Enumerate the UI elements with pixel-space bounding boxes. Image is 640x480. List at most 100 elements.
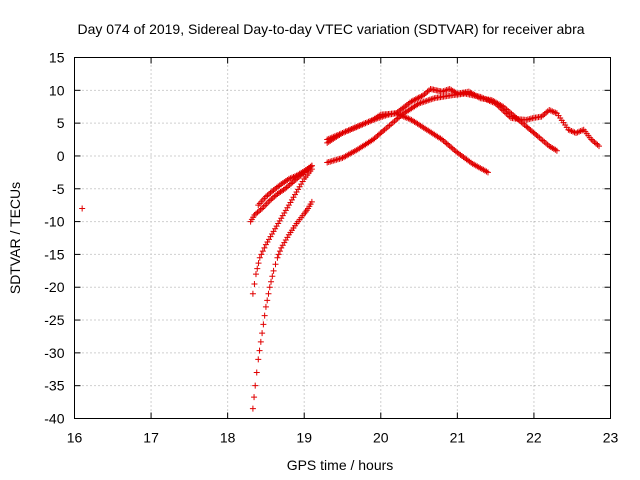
data-point bbox=[284, 234, 291, 241]
data-point bbox=[308, 198, 315, 205]
data-point bbox=[249, 405, 256, 412]
data-point bbox=[295, 186, 302, 193]
plot-frame bbox=[74, 57, 611, 419]
data-point bbox=[266, 197, 273, 204]
grid bbox=[74, 57, 611, 419]
data-point bbox=[553, 147, 560, 154]
data-point bbox=[308, 162, 315, 169]
data-point bbox=[394, 115, 401, 122]
data-point bbox=[252, 210, 259, 217]
data-point bbox=[446, 143, 453, 150]
data-point bbox=[256, 347, 263, 354]
x-tick-label: 22 bbox=[526, 430, 542, 446]
x-tick-label: 18 bbox=[220, 430, 236, 446]
data-point bbox=[259, 248, 266, 255]
data-point bbox=[262, 202, 269, 209]
data-point bbox=[533, 132, 540, 139]
data-point bbox=[265, 199, 272, 206]
data-point bbox=[287, 199, 294, 206]
y-tick-labels: -40 -35 -30 -25 -20 -15 -10 -5 0 5 10 15 bbox=[44, 50, 64, 427]
data-point bbox=[272, 261, 279, 268]
data-point bbox=[426, 96, 433, 103]
x-axis-label: GPS time / hours bbox=[287, 457, 394, 473]
data-point bbox=[264, 238, 271, 245]
data-point bbox=[281, 210, 288, 217]
data-point bbox=[262, 303, 269, 310]
data-point bbox=[592, 140, 599, 147]
data-point bbox=[422, 89, 429, 96]
series-G-upper-rising bbox=[324, 86, 560, 154]
data-point bbox=[451, 147, 458, 154]
data-point bbox=[380, 127, 387, 134]
data-point bbox=[415, 94, 422, 101]
y-tick-label: 10 bbox=[49, 82, 65, 98]
data-point bbox=[265, 290, 272, 297]
series-isolated bbox=[79, 205, 86, 212]
data-point bbox=[408, 98, 415, 105]
data-point bbox=[251, 394, 258, 401]
data-point bbox=[538, 113, 545, 120]
y-tick-label: -40 bbox=[44, 411, 64, 427]
data-point bbox=[261, 244, 268, 251]
data-point bbox=[251, 280, 258, 287]
data-point bbox=[272, 225, 279, 232]
data-point bbox=[498, 102, 505, 109]
x-tick-label: 21 bbox=[450, 430, 466, 446]
x-tick-label: 20 bbox=[373, 430, 389, 446]
data-point bbox=[422, 98, 429, 105]
data-point bbox=[260, 321, 267, 328]
data-point bbox=[442, 139, 449, 146]
data-point bbox=[266, 284, 273, 291]
data-point bbox=[475, 94, 482, 101]
axis-ticks bbox=[74, 57, 611, 419]
data-point bbox=[249, 290, 256, 297]
data-point bbox=[268, 196, 275, 203]
y-axis-label: SDTVAR / TECUs bbox=[7, 182, 23, 294]
data-point bbox=[282, 236, 289, 243]
series-D-upper2 bbox=[255, 162, 315, 209]
data-point bbox=[276, 217, 283, 224]
data-point bbox=[285, 183, 292, 190]
data-point bbox=[596, 143, 603, 150]
data-point bbox=[279, 212, 286, 219]
data-point bbox=[262, 241, 269, 248]
data-point bbox=[285, 202, 292, 209]
data-point bbox=[256, 254, 263, 261]
chart-title: Day 074 of 2019, Sidereal Day-to-day VTE… bbox=[77, 21, 584, 37]
series-A-steep bbox=[249, 198, 315, 412]
data-point bbox=[261, 312, 268, 319]
data-point bbox=[417, 94, 424, 101]
data-point bbox=[445, 141, 452, 148]
data-point bbox=[252, 382, 259, 389]
data-point bbox=[263, 200, 270, 207]
data-point bbox=[252, 271, 259, 278]
data-point bbox=[253, 369, 260, 376]
y-tick-label: -30 bbox=[44, 345, 64, 361]
data-point bbox=[484, 169, 491, 176]
data-point bbox=[275, 220, 282, 227]
data-point bbox=[254, 265, 261, 272]
y-tick-label: 5 bbox=[57, 115, 65, 131]
y-tick-label: -20 bbox=[44, 279, 64, 295]
data-point bbox=[299, 178, 306, 185]
data-point bbox=[296, 183, 303, 190]
data-point bbox=[292, 191, 299, 198]
y-tick-label: -25 bbox=[44, 312, 64, 328]
data-point bbox=[267, 233, 274, 240]
data-point bbox=[265, 191, 272, 198]
data-point bbox=[420, 98, 427, 105]
data-point bbox=[270, 267, 277, 274]
data-point bbox=[449, 145, 456, 152]
y-tick-label: -5 bbox=[52, 181, 65, 197]
data-point bbox=[278, 244, 285, 251]
data-point bbox=[425, 97, 432, 104]
data-point bbox=[278, 215, 285, 222]
data-point bbox=[270, 228, 277, 235]
data-point bbox=[412, 96, 419, 103]
data-point bbox=[284, 204, 291, 211]
data-point bbox=[256, 208, 263, 215]
data-point bbox=[293, 189, 300, 196]
y-tick-label: -35 bbox=[44, 378, 64, 394]
data-point bbox=[290, 194, 297, 201]
